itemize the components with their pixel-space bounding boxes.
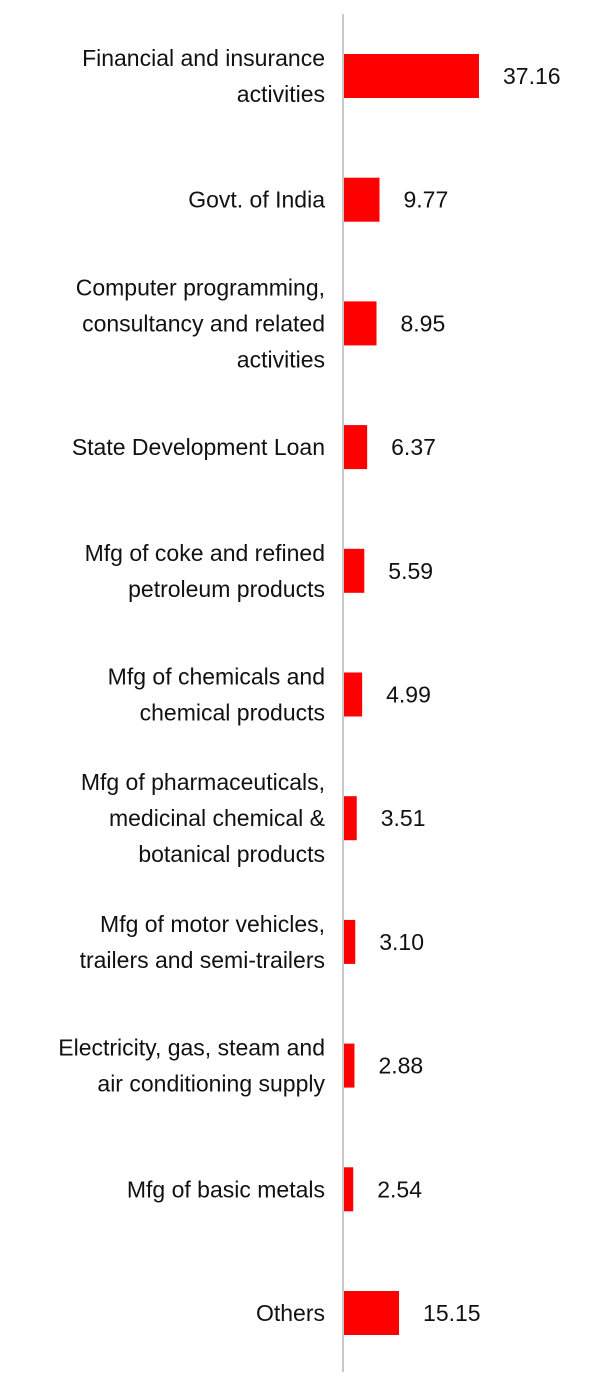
category-label-line: botanical products — [138, 841, 325, 867]
category-label-line: petroleum products — [128, 576, 325, 602]
bar-10 — [344, 1291, 400, 1335]
category-label-line: activities — [237, 346, 325, 372]
category-label-line: Electricity, gas, steam and — [58, 1035, 325, 1061]
bar-6 — [344, 796, 357, 841]
category-label-3: State Development Loan — [72, 434, 325, 460]
value-label-2: 8.95 — [401, 310, 446, 336]
category-label-line: Mfg of motor vehicles, — [100, 911, 325, 937]
value-label-6: 3.51 — [381, 805, 426, 831]
category-label-line: Mfg of coke and refined — [85, 540, 325, 566]
value-label-0: 37.16 — [503, 63, 561, 89]
category-label-0: Financial and insurance activities — [82, 45, 325, 107]
value-label-5: 4.99 — [386, 682, 431, 708]
category-label-line: Computer programming, — [76, 274, 325, 300]
category-label-5: Mfg of chemicals and chemical products — [108, 664, 325, 726]
category-labels-layer: Financial and insurance activities Govt. o… — [58, 45, 325, 1326]
category-label-line: Mfg of basic metals — [127, 1176, 325, 1202]
bars-layer — [344, 54, 479, 1335]
value-label-10: 15.15 — [423, 1300, 481, 1326]
category-label-line: Mfg of pharmaceuticals, — [81, 769, 325, 795]
bar-4 — [344, 548, 365, 593]
category-label-line: activities — [237, 81, 325, 107]
category-label-2: Computer programming, consultancy and rel… — [76, 274, 325, 372]
category-label-line: Govt. of India — [188, 187, 325, 213]
value-label-1: 9.77 — [403, 187, 448, 213]
category-label-1: Govt. of India — [188, 187, 325, 213]
value-label-7: 3.10 — [379, 929, 424, 955]
value-label-8: 2.88 — [378, 1053, 423, 1079]
category-label-line: medicinal chemical & — [109, 805, 325, 831]
category-label-10: Others — [256, 1300, 325, 1326]
bar-0 — [344, 54, 479, 98]
category-label-line: Others — [256, 1300, 325, 1326]
category-label-line: Financial and insurance — [82, 45, 325, 71]
category-label-6: Mfg of pharmaceuticals, medicinal chemica… — [81, 769, 325, 867]
category-label-line: chemical products — [140, 700, 325, 726]
bar-3 — [344, 425, 368, 470]
category-label-8: Electricity, gas, steam and air condition… — [58, 1035, 325, 1097]
category-label-line: consultancy and related — [82, 310, 325, 336]
value-labels-layer: 37.16 9.77 8.95 6.37 5.59 4.99 3.51 3.10 2.88 2.5… — [377, 63, 560, 1326]
category-label-line: trailers and semi-trailers — [80, 947, 325, 973]
value-label-9: 2.54 — [377, 1176, 422, 1202]
bar-9 — [344, 1167, 354, 1212]
category-label-7: Mfg of motor vehicles, trailers and semi-… — [80, 911, 325, 973]
bar-1 — [344, 177, 380, 222]
category-label-line: State Development Loan — [72, 434, 325, 460]
bar-5 — [344, 672, 363, 717]
bar-2 — [344, 301, 377, 346]
category-label-9: Mfg of basic metals — [127, 1176, 325, 1202]
category-label-line: Mfg of chemicals and — [108, 664, 325, 690]
bar-7 — [344, 919, 356, 964]
category-label-4: Mfg of coke and refined petroleum product… — [85, 540, 325, 602]
value-label-4: 5.59 — [388, 558, 433, 584]
value-label-3: 6.37 — [391, 434, 436, 460]
bar-8 — [344, 1043, 355, 1088]
category-label-line: air conditioning supply — [97, 1071, 325, 1097]
